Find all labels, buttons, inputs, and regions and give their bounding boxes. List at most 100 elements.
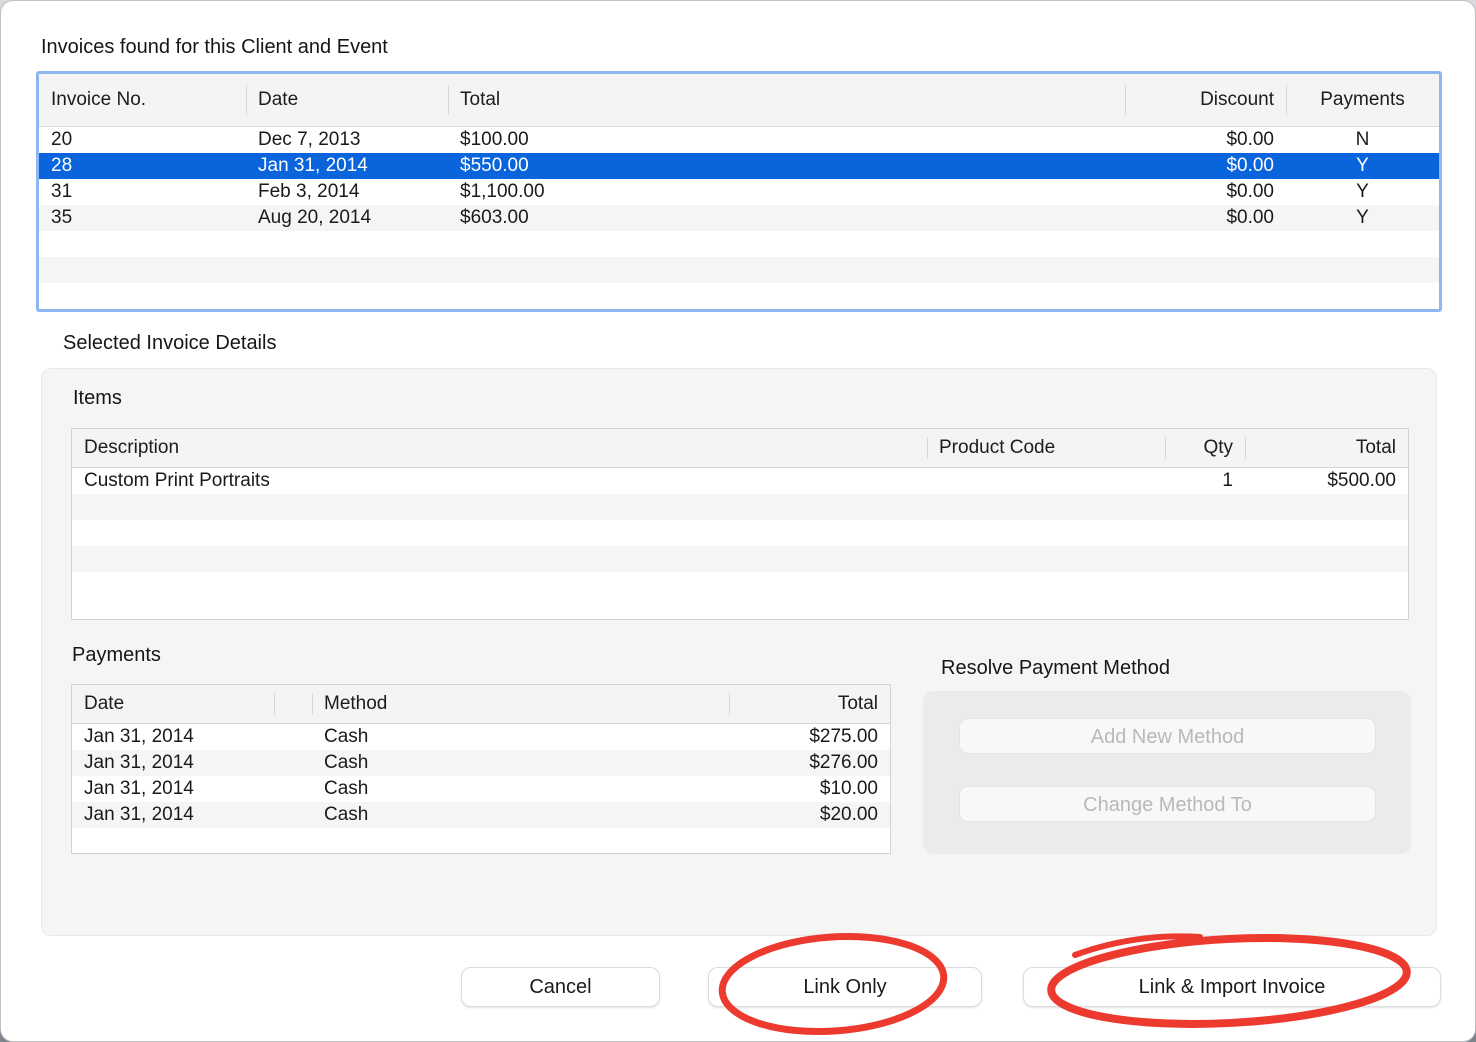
empty-row: [39, 257, 1439, 283]
invoice-row[interactable]: 28 Jan 31, 2014 $550.00 $0.00 Y: [39, 153, 1439, 179]
empty-row: [72, 546, 1408, 572]
invoice-total-cell: $1,100.00: [460, 181, 545, 202]
column-header-blank: [274, 685, 312, 723]
invoices-found-title: Invoices found for this Client and Event: [41, 36, 388, 58]
item-product-code-cell: [927, 572, 1165, 598]
payment-row[interactable]: Jan 31, 2014 Cash $275.00: [72, 724, 890, 750]
payment-row[interactable]: Jan 31, 2014 Cash $20.00: [72, 802, 890, 828]
invoice-total-cell: [448, 257, 1125, 283]
payment-row[interactable]: Jan 31, 2014 Cash $10.00: [72, 776, 890, 802]
payment-total-cell: $20.00: [819, 804, 878, 825]
item-product-code-cell: [927, 494, 1165, 520]
payments-table-body: Jan 31, 2014 Cash $275.00 Jan 31, 2014 C…: [72, 724, 890, 828]
payment-total-cell: $275.00: [809, 726, 878, 747]
item-qty-cell: [1165, 494, 1245, 520]
item-total-cell: [1245, 572, 1408, 598]
invoice-date-cell: Aug 20, 2014: [258, 207, 372, 228]
column-header-payment-method: Method: [312, 685, 729, 723]
invoice-discount-cell: $0.00: [1226, 181, 1274, 202]
invoice-discount-cell: [1125, 231, 1286, 257]
invoice-list-header: Invoice No. Date Total Discount Payments: [39, 74, 1439, 127]
item-total-cell: [1245, 520, 1408, 546]
resolve-payment-method-title: Resolve Payment Method: [941, 657, 1171, 679]
column-header-payment-date: Date: [84, 693, 125, 714]
payment-blank-cell: [274, 802, 312, 828]
payment-method-cell: Cash: [324, 726, 369, 747]
invoice-discount-cell: $0.00: [1226, 207, 1274, 228]
link-and-import-invoice-button[interactable]: Link & Import Invoice: [1023, 967, 1441, 1007]
payment-date-cell: Jan 31, 2014: [84, 726, 194, 747]
item-row[interactable]: Custom Print Portraits 1 $500.00: [72, 468, 1408, 494]
invoice-date-cell: Feb 3, 2014: [258, 181, 360, 202]
column-header-invoice-no: Invoice No.: [51, 89, 147, 110]
item-qty-cell: [1165, 572, 1245, 598]
column-header-description: Description: [84, 437, 180, 458]
items-table[interactable]: Description Product Code Qty Total Custo…: [71, 428, 1409, 620]
column-header-payment-total: Total: [729, 685, 890, 723]
payment-blank-cell: [274, 724, 312, 750]
payment-row[interactable]: Jan 31, 2014 Cash $276.00: [72, 750, 890, 776]
item-product-code-cell: [927, 546, 1165, 572]
selected-invoice-details-title: Selected Invoice Details: [63, 332, 277, 354]
change-method-to-button: Change Method To: [959, 786, 1376, 822]
invoice-total-cell: $603.00: [460, 207, 529, 228]
payment-total-cell: $276.00: [809, 752, 878, 773]
invoice-payments-cell: Y: [1356, 207, 1369, 228]
add-new-method-button: Add New Method: [959, 718, 1376, 754]
invoice-date-cell: Jan 31, 2014: [258, 155, 368, 176]
column-header-product-code: Product Code: [927, 429, 1165, 467]
item-description-cell: [72, 520, 927, 546]
empty-row: [72, 572, 1408, 598]
invoice-no-cell: [39, 231, 246, 257]
column-header-item-total: Total: [1245, 429, 1408, 467]
invoice-total-cell: $100.00: [460, 129, 529, 150]
empty-row: [72, 494, 1408, 520]
payments-table-header: Date Method Total: [72, 685, 890, 724]
invoice-row[interactable]: 35 Aug 20, 2014 $603.00 $0.00 Y: [39, 205, 1439, 231]
invoice-date-cell: Dec 7, 2013: [258, 129, 361, 150]
invoice-no-cell: 28: [51, 155, 73, 176]
payment-blank-cell: [274, 776, 312, 802]
items-table-header: Description Product Code Qty Total: [72, 429, 1408, 468]
item-description-cell: Custom Print Portraits: [84, 470, 270, 491]
payments-table[interactable]: Date Method Total Jan 31, 2014 Cash $275…: [71, 684, 891, 854]
payment-method-cell: Cash: [324, 778, 369, 799]
invoice-total-cell: $550.00: [460, 155, 529, 176]
item-product-code-cell: [927, 468, 1165, 494]
item-total-cell: $500.00: [1327, 470, 1396, 491]
items-table-body: Custom Print Portraits 1 $500.00: [72, 468, 1408, 598]
invoice-no-cell: [39, 257, 246, 283]
invoice-discount-cell: $0.00: [1226, 155, 1274, 176]
item-description-cell: [72, 494, 927, 520]
invoice-date-cell: [246, 231, 448, 257]
empty-row: [39, 231, 1439, 257]
items-label: Items: [73, 387, 122, 409]
payment-blank-cell: [274, 750, 312, 776]
invoice-discount-cell: $0.00: [1226, 129, 1274, 150]
invoice-no-cell: 35: [51, 207, 73, 228]
invoice-list-table[interactable]: Invoice No. Date Total Discount Payments…: [36, 71, 1442, 312]
invoice-no-cell: 20: [51, 129, 73, 150]
invoice-row[interactable]: 31 Feb 3, 2014 $1,100.00 $0.00 Y: [39, 179, 1439, 205]
invoice-total-cell: [448, 231, 1125, 257]
invoice-list-body: 20 Dec 7, 2013 $100.00 $0.00 N 28 Jan 31…: [39, 127, 1439, 283]
invoice-date-cell: [246, 257, 448, 283]
resolve-payment-method-panel: Add New Method Change Method To: [923, 691, 1411, 854]
payment-date-cell: Jan 31, 2014: [84, 804, 194, 825]
payments-label: Payments: [72, 644, 161, 666]
payment-method-cell: Cash: [324, 804, 369, 825]
invoice-payments-cell: N: [1355, 129, 1370, 150]
empty-row: [72, 520, 1408, 546]
item-description-cell: [72, 546, 927, 572]
item-total-cell: [1245, 546, 1408, 572]
item-qty-cell: 1: [1222, 470, 1233, 491]
item-product-code-cell: [927, 520, 1165, 546]
invoice-payments-cell: [1286, 231, 1439, 257]
cancel-button[interactable]: Cancel: [461, 967, 660, 1007]
payment-date-cell: Jan 31, 2014: [84, 752, 194, 773]
invoice-row[interactable]: 20 Dec 7, 2013 $100.00 $0.00 N: [39, 127, 1439, 153]
column-header-discount: Discount: [1125, 74, 1286, 126]
link-only-button[interactable]: Link Only: [708, 967, 982, 1007]
invoice-payments-cell: Y: [1356, 155, 1369, 176]
